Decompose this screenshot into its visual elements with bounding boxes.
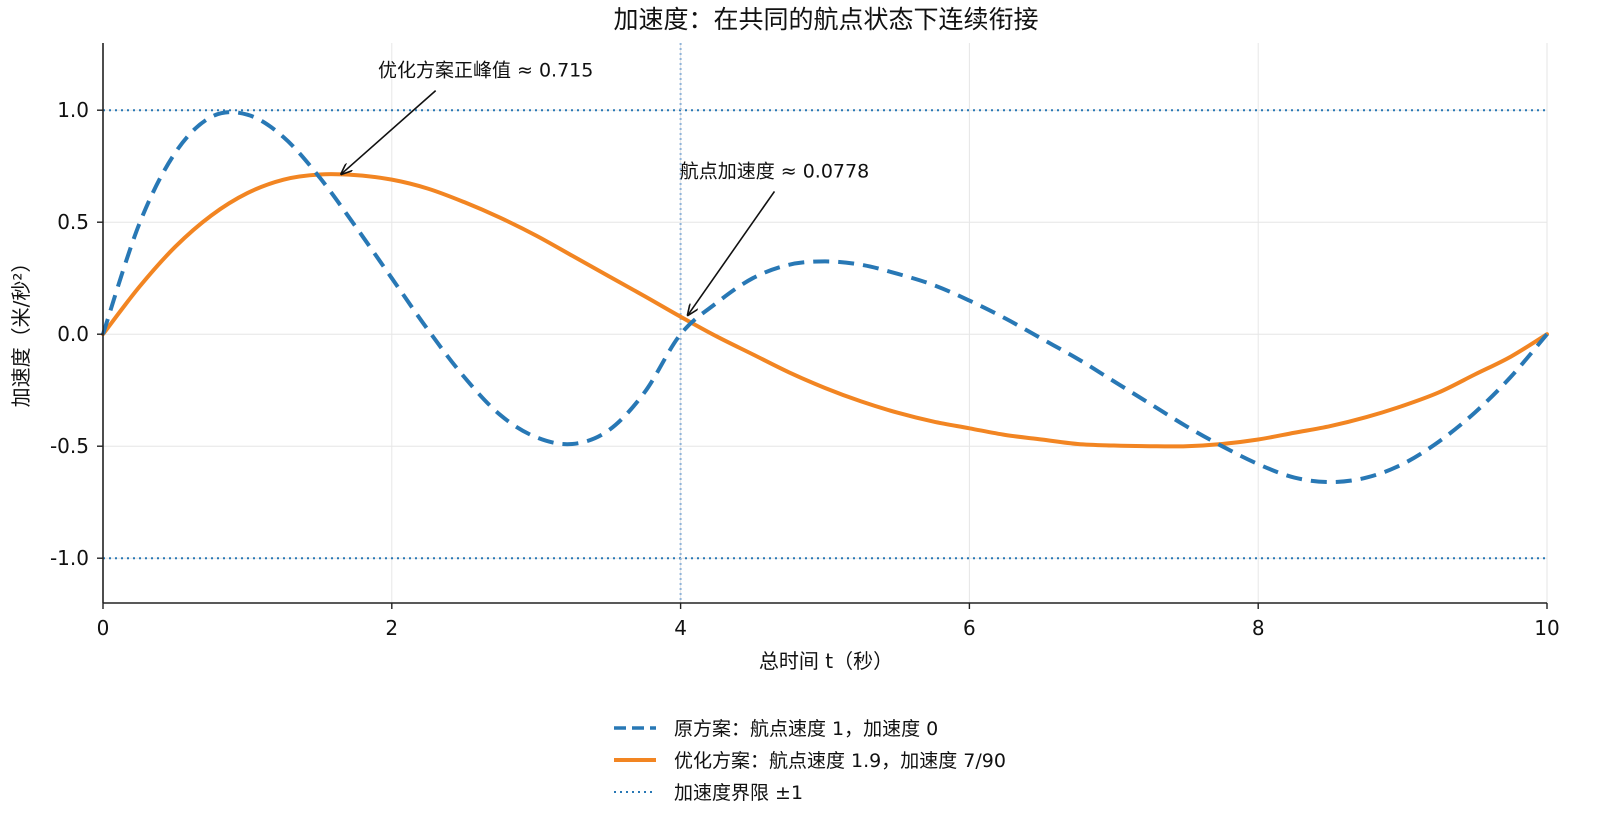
y-tick-label: 0.0 <box>57 322 89 346</box>
y-tick-label: 0.5 <box>57 210 89 234</box>
legend: 原方案：航点速度 1，加速度 0 优化方案：航点速度 1.9，加速度 7/90 … <box>614 718 1006 804</box>
x-axis-title: 总时间 t（秒） <box>759 649 893 673</box>
annotation-arrow <box>688 190 776 315</box>
grid-layer <box>102 43 1548 603</box>
legend-label-bounds: 加速度界限 ±1 <box>674 782 803 804</box>
y-axis-title: 加速度（米/秒²） <box>9 253 33 408</box>
chart-title: 加速度：在共同的航点状态下连续衔接 <box>613 5 1038 34</box>
x-tick-label: 6 <box>963 616 976 640</box>
legend-label-original: 原方案：航点速度 1，加速度 0 <box>674 718 938 740</box>
x-tick-label: 2 <box>385 616 398 640</box>
x-tick-label: 0 <box>97 616 110 640</box>
y-tick-label: -1.0 <box>50 546 89 570</box>
bound-lines <box>103 43 1547 603</box>
annotation-arrow <box>341 90 437 174</box>
annotation-label: 航点加速度 ≈ 0.0778 <box>680 160 869 182</box>
series-line-optimized <box>101 172 1549 449</box>
x-tick-label: 10 <box>1534 616 1559 640</box>
annotation-label: 优化方案正峰值 ≈ 0.715 <box>378 60 593 82</box>
axes-layer <box>102 43 1547 604</box>
annotation-layer: 优化方案正峰值 ≈ 0.715 航点加速度 ≈ 0.0778 <box>341 60 869 316</box>
y-tick-label: -0.5 <box>50 434 89 458</box>
x-tick-label: 8 <box>1252 616 1265 640</box>
legend-label-optimized: 优化方案：航点速度 1.9，加速度 7/90 <box>674 750 1006 772</box>
x-tick-label: 4 <box>674 616 687 640</box>
y-tick-label: 1.0 <box>57 98 89 122</box>
tick-layer: 0 2 4 6 8 10 -1.0 -0.5 0.0 0.5 1.0 <box>50 98 1560 640</box>
series-line-original <box>101 110 1549 485</box>
